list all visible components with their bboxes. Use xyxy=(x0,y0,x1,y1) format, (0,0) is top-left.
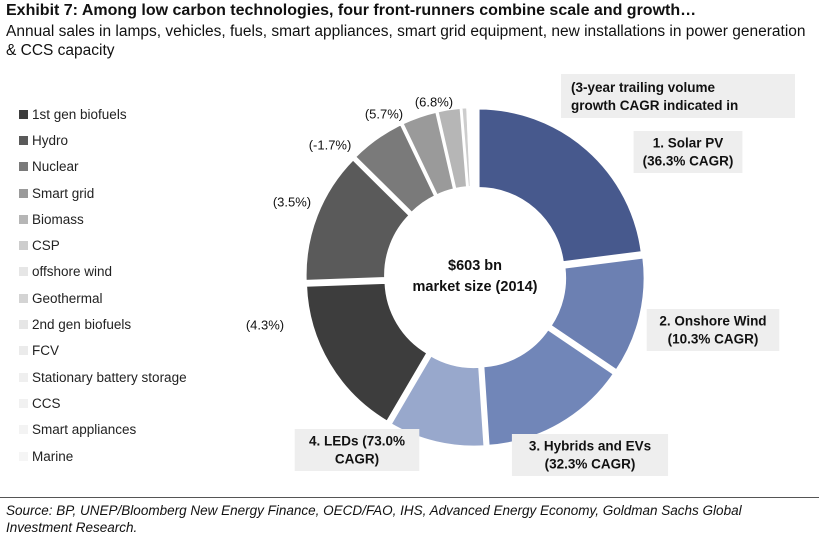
legend-swatch xyxy=(19,398,28,408)
slice-label-line: 4. LEDs (73.0% xyxy=(309,434,405,449)
slice-label: 4. LEDs (73.0% CAGR) xyxy=(309,434,405,467)
legend-label: CCS xyxy=(32,395,61,411)
slice-label-line: (6.8%) xyxy=(415,95,453,110)
legend-label: Smart grid xyxy=(32,185,95,201)
legend-item: Biomass xyxy=(19,206,187,232)
legend-label: CSP xyxy=(32,238,60,254)
legend-label: Smart appliances xyxy=(32,422,137,438)
legend-label: Geothermal xyxy=(32,290,103,306)
legend-label: offshore wind xyxy=(32,264,113,280)
legend-item: Smart grid xyxy=(19,180,187,206)
slice-label: 3. Hybrids and EVs (32.3% CAGR) xyxy=(529,439,651,472)
legend-label: 1st gen biofuels xyxy=(32,106,127,122)
legend-swatch xyxy=(19,109,28,119)
slice-label-box xyxy=(511,434,669,476)
legend-swatch xyxy=(19,451,28,461)
legend-item: 2nd gen biofuels xyxy=(19,311,187,337)
note-text: (3-year trailing volume growth CAGR indic… xyxy=(571,80,738,113)
legend-swatch xyxy=(19,267,28,277)
slice-label: (6.8%) xyxy=(415,95,453,110)
legend-item: CCS xyxy=(19,390,187,416)
legend-item: Hydro xyxy=(19,127,187,153)
legend-swatch xyxy=(19,135,28,145)
slice-label-line: (36.3% CAGR) xyxy=(643,154,734,169)
legend-swatch xyxy=(19,425,28,435)
note-box xyxy=(561,74,795,118)
slice-label: (3.5%) xyxy=(273,195,311,210)
slice-hydro xyxy=(304,157,412,283)
note-line: (3-year trailing volume xyxy=(571,80,716,95)
legend-item: Smart appliances xyxy=(19,417,187,443)
slice-nuclear xyxy=(353,122,438,215)
legend-item: Geothermal xyxy=(19,285,187,311)
center-label: $603 bn market size (2014) xyxy=(413,258,538,295)
slice-1st-gen-biofuels xyxy=(304,281,430,424)
legend-label: Stationary battery storage xyxy=(32,369,187,385)
slice-label-line: 1. Solar PV xyxy=(653,136,724,151)
legend-swatch xyxy=(19,241,28,251)
note-line: growth CAGR indicated in xyxy=(571,98,738,113)
source-note: Source: BP, UNEP/Bloomberg New Energy Fi… xyxy=(6,503,742,535)
legend-label: Nuclear xyxy=(32,159,79,175)
slice-label-box xyxy=(294,429,420,471)
donut-chart: 1. Solar PV (36.3% CAGR) 2. Onshore Wind (1… xyxy=(246,74,795,476)
center-label-line: $603 bn xyxy=(448,258,502,274)
legend-swatch xyxy=(19,293,28,303)
legend-label: Hydro xyxy=(32,132,69,148)
slice-label: (-1.7%) xyxy=(309,138,352,153)
slice-label: (5.7%) xyxy=(365,107,403,122)
legend-swatch xyxy=(19,346,28,356)
legend-swatch xyxy=(19,162,28,172)
chart-subtitle: Annual sales in lamps, vehicles, fuels, … xyxy=(6,23,806,59)
legend-item: 1st gen biofuels xyxy=(19,101,187,127)
legend-item: FCV xyxy=(19,338,187,364)
slice-label-line: (4.3%) xyxy=(246,318,284,333)
slice-label-line: (32.3% CAGR) xyxy=(545,457,636,472)
slice-label: 2. Onshore Wind (10.3% CAGR) xyxy=(659,314,766,347)
legend-swatch xyxy=(19,320,28,330)
slice-label-box xyxy=(646,309,780,351)
slice-label: (4.3%) xyxy=(246,318,284,333)
slice-marine xyxy=(473,105,477,189)
legend-swatch xyxy=(19,188,28,198)
legend-swatch xyxy=(19,372,28,382)
legend: 1st gen biofuels Hydro Nuclear Smart grid Bi… xyxy=(19,101,187,469)
legend-item: CSP xyxy=(19,232,187,258)
legend-item: offshore wind xyxy=(19,259,187,285)
slice-hybrids-and-evs xyxy=(481,327,616,448)
slice-label-line: 3. Hybrids and EVs xyxy=(529,439,651,454)
legend-label: FCV xyxy=(32,343,59,359)
legend-label: Marine xyxy=(32,448,74,464)
legend-item: Stationary battery storage xyxy=(19,364,187,390)
slice-label-line: (3.5%) xyxy=(273,195,311,210)
slice-label-line: (10.3% CAGR) xyxy=(668,332,759,347)
chart-title: Exhibit 7: Among low carbon technologies… xyxy=(6,2,697,19)
slice-leds xyxy=(388,353,487,449)
slice-label-line: (-1.7%) xyxy=(309,138,352,153)
legend-item: Marine xyxy=(19,443,187,469)
slice-solar-pv xyxy=(477,106,644,264)
slice-label-line: (5.7%) xyxy=(365,107,403,122)
source-divider xyxy=(0,497,819,498)
slice-label-line: 2. Onshore Wind xyxy=(659,314,766,329)
legend-label: 2nd gen biofuels xyxy=(32,317,132,333)
slice-label-line: CAGR) xyxy=(335,452,379,467)
slice-onshore-wind xyxy=(548,255,647,373)
slice-label: 1. Solar PV (36.3% CAGR) xyxy=(643,136,734,169)
slice-label-box xyxy=(633,131,743,173)
legend-swatch xyxy=(19,214,28,224)
legend-item: Nuclear xyxy=(19,154,187,180)
center-label-line: market size (2014) xyxy=(413,279,538,295)
legend-label: Biomass xyxy=(32,211,84,227)
